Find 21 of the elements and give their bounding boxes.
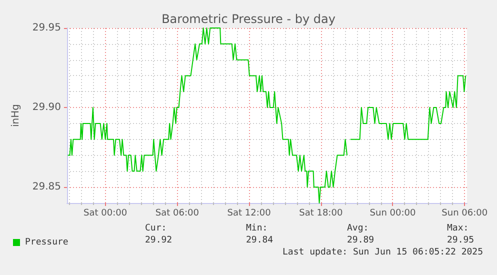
- text: Max:: [447, 224, 469, 234]
- text: 29.89: [347, 236, 374, 246]
- chart-title: Barometric Pressure - by day: [162, 12, 336, 26]
- x-tick-label: Sat 00:00: [84, 208, 128, 218]
- y-tick-label: 29.95: [32, 22, 61, 34]
- y-tick-label: 29.90: [32, 102, 61, 114]
- x-tick-label: Sun 00:00: [370, 208, 416, 218]
- text: 29.95: [447, 236, 474, 246]
- legend-label: Pressure: [25, 238, 68, 248]
- x-tick-label: Sat 12:00: [227, 208, 272, 218]
- text: Cur:: [145, 224, 167, 234]
- text: Avg:: [347, 224, 369, 234]
- text: Min:: [246, 224, 268, 234]
- x-tick-label: Sat 06:00: [155, 208, 200, 218]
- text: Last update: Sun Jun 15 06:05:22 2025: [282, 248, 483, 258]
- y-axis-title: inHg: [10, 104, 22, 127]
- x-tick-label: Sun 06:00: [442, 208, 488, 218]
- text: 29.84: [246, 236, 274, 246]
- x-tick-label: Sat 18:00: [299, 208, 343, 218]
- text: 29.92: [145, 236, 172, 246]
- y-tick-label: 29.85: [32, 182, 61, 193]
